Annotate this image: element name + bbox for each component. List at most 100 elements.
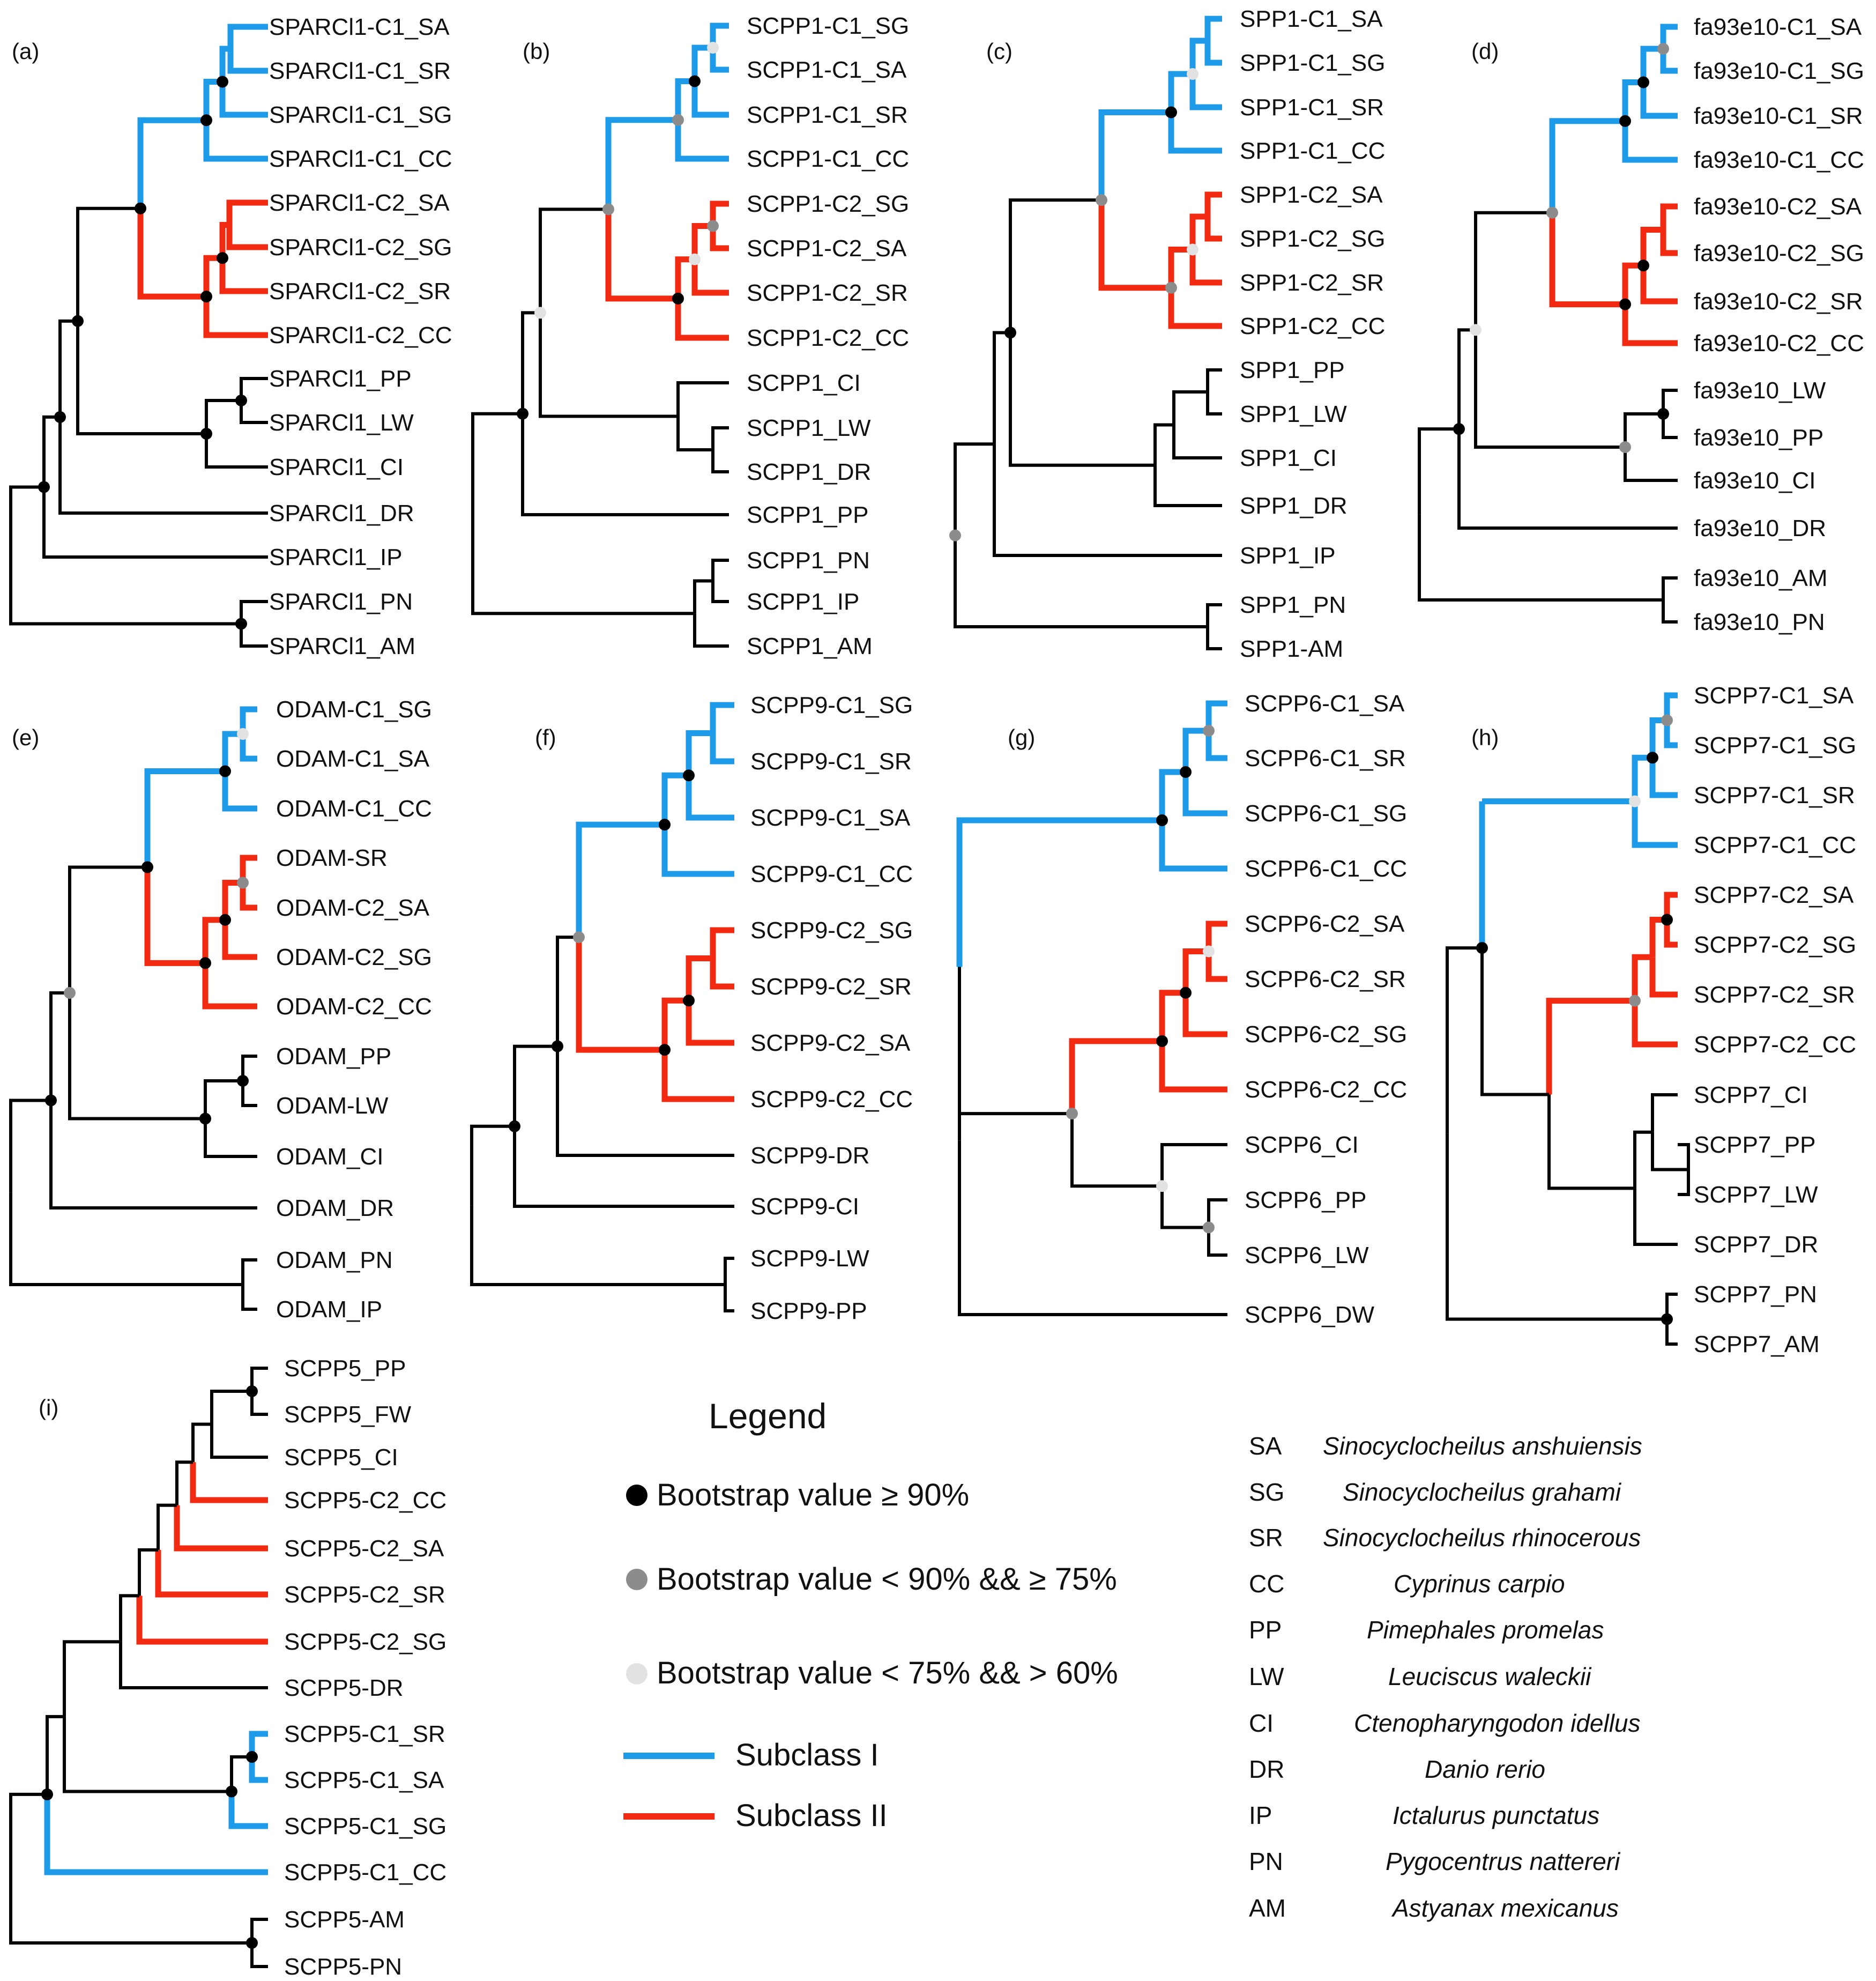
branch: [954, 442, 994, 536]
branch: [661, 997, 689, 1050]
branch: [1624, 412, 1663, 447]
branch: [42, 487, 268, 559]
bootstrap-node: [54, 411, 66, 423]
species-abbr: PN: [1249, 1848, 1283, 1875]
branch: [241, 1285, 257, 1311]
legend-subclass-2: Subclass II: [735, 1798, 888, 1833]
branch: [1207, 1198, 1227, 1228]
branch: [1549, 118, 1625, 213]
bootstrap-node: [237, 1075, 249, 1087]
bootstrap-node: [1453, 423, 1465, 435]
branch: [954, 535, 1208, 628]
branch: [119, 1594, 139, 1642]
branch: [676, 416, 713, 451]
bootstrap-node: [1187, 68, 1198, 80]
branch: [241, 1055, 257, 1081]
branch: [240, 882, 257, 911]
bootstrap-node: [246, 1751, 258, 1763]
branch: [1622, 304, 1678, 346]
bootstrap-node: [235, 395, 247, 406]
branch: [228, 1791, 268, 1829]
branch: [691, 259, 729, 296]
branch: [470, 1205, 725, 1286]
bootstrap-node: [1619, 115, 1631, 127]
bootstrap-node: [1004, 327, 1016, 339]
bootstrap-node: [672, 114, 684, 126]
branch: [539, 207, 608, 313]
branch: [240, 624, 268, 648]
branch: [1622, 262, 1643, 305]
leaf-label: ODAM-C1_SG: [276, 696, 432, 723]
leaf-label: SCPP9-C2_CC: [750, 1086, 913, 1112]
branch: [240, 400, 268, 424]
leaf-label: ODAM-C1_SA: [276, 746, 430, 772]
leaf-label: SCPP6-C1_SG: [1245, 800, 1407, 827]
panel-label: (b): [523, 39, 550, 64]
branch: [1632, 1000, 1678, 1048]
tree-panel: (h) SCPP7-C1_SA SCPP7-C1_SG SCPP7-C1_SR SCPP…: [1446, 682, 1856, 1357]
leaf-label: SCPP7-C1_SG: [1694, 732, 1856, 759]
leaf-label: ODAM-C1_CC: [276, 796, 432, 822]
branch: [202, 963, 257, 1010]
leaf-label: SCPP5-DR: [284, 1675, 404, 1701]
bootstrap-node: [602, 203, 614, 216]
bootstrap-mid-dot: [626, 1569, 647, 1590]
panel-label: (d): [1471, 39, 1499, 64]
bootstrap-node: [552, 1040, 563, 1052]
leaf-label: SCPP1_DR: [747, 459, 871, 485]
bootstrap-node: [200, 428, 212, 440]
leaf-label: SPARCl1-C2_SG: [269, 234, 452, 261]
branch: [1640, 265, 1678, 305]
species-abbr: IP: [1249, 1801, 1272, 1829]
branch: [63, 1640, 121, 1717]
branch: [49, 1100, 257, 1210]
leaf-label: SPARCl1-C2_SR: [269, 278, 451, 305]
leaf-label: SPARCl1-C1_SA: [269, 14, 450, 40]
branch: [1207, 1227, 1227, 1257]
bootstrap-node: [1096, 194, 1107, 206]
branch: [1159, 990, 1186, 1041]
bootstrap-node: [1637, 76, 1649, 88]
leaf-label: SCPP5_PP: [284, 1355, 406, 1382]
branch: [1664, 919, 1678, 948]
bootstrap-node: [219, 914, 231, 926]
species-abbr: LW: [1249, 1663, 1284, 1690]
branch: [49, 991, 70, 1101]
leaf-label: fa93e10_PN: [1694, 609, 1825, 635]
species-abbr: SA: [1249, 1432, 1282, 1460]
bootstrap-low-dot: [626, 1663, 647, 1685]
branch: [521, 413, 729, 516]
branch: [241, 1081, 257, 1107]
leaf-label: SCPP5-C1_SG: [284, 1813, 446, 1839]
branch: [691, 223, 713, 259]
branch: [204, 1118, 257, 1158]
bootstrap-node: [1629, 995, 1641, 1007]
bootstrap-node: [38, 481, 50, 493]
leaf-label: ODAM_PP: [276, 1043, 391, 1070]
leaf-label: SPP1-C2_CC: [1240, 313, 1385, 339]
species-abbr: AM: [1249, 1894, 1286, 1922]
leaf-label: SCPP7_PP: [1694, 1132, 1815, 1158]
leaf-label: SPP1_PP: [1240, 357, 1345, 383]
leaf-label: SCPP1_PN: [747, 547, 870, 574]
branch: [513, 1044, 557, 1126]
bootstrap-node: [1546, 206, 1558, 219]
legend: Legend Bootstrap value ≥ 90% Bootstrap v…: [623, 1396, 1118, 1833]
branch: [250, 1391, 268, 1416]
branch: [204, 1079, 243, 1119]
leaf-label: SPARCl1-C2_CC: [269, 322, 452, 348]
leaf-label: SPP1-C1_CC: [1240, 138, 1385, 164]
branch: [710, 48, 729, 73]
branch: [240, 855, 257, 883]
leaf-label: SPARCl1_DR: [269, 500, 414, 526]
branch: [539, 313, 678, 418]
leaf-label: SCPP9-PP: [750, 1298, 867, 1324]
tree-panel: (a) SPARCl1-C1_SA SPARCl1-C1_SR SPARCl1-C1_…: [9, 14, 452, 659]
leaf-label: SCPP1_AM: [747, 633, 873, 659]
leaf-label: fa93e10-C2_SA: [1694, 194, 1862, 220]
branch: [210, 1424, 268, 1459]
leaf-label: SPP1_CI: [1240, 445, 1337, 471]
branch: [1622, 121, 1678, 163]
branch: [9, 1099, 51, 1193]
panel-label: (i): [39, 1395, 58, 1420]
